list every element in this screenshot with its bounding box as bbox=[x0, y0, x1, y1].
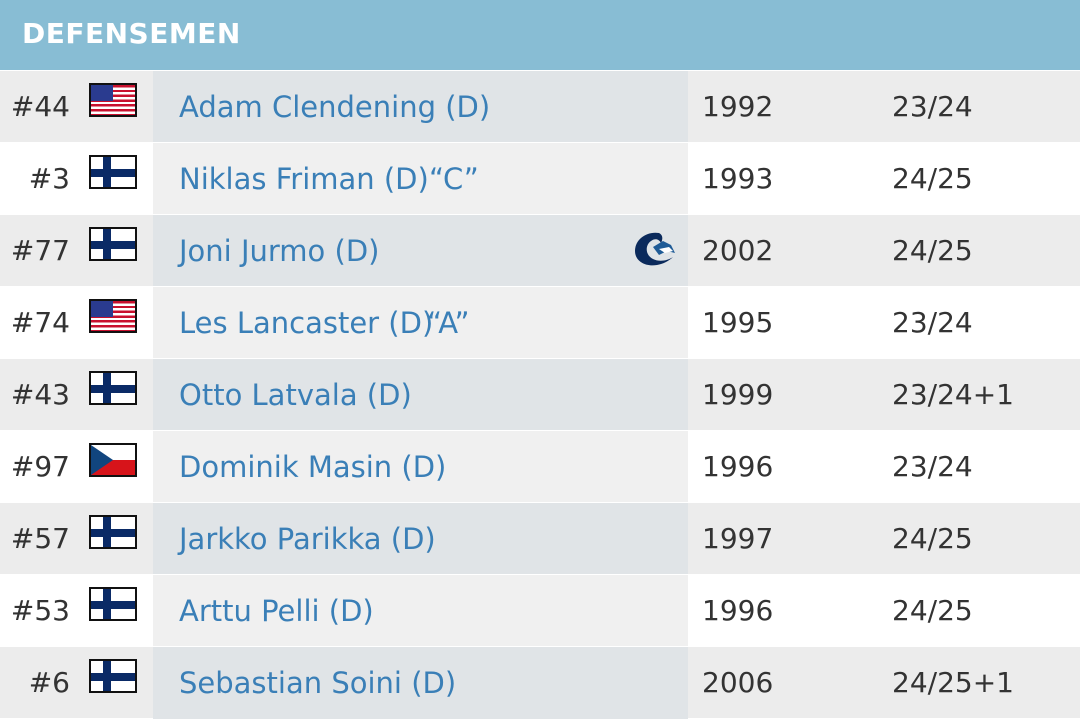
fin-flag-icon bbox=[89, 659, 137, 693]
contract-length: 23/24 bbox=[892, 90, 973, 123]
player-name-link[interactable]: Jarkko Parikka (D) bbox=[179, 522, 436, 556]
table-row: #97 Dominik Masin (D) 1996 23/24 bbox=[0, 430, 1080, 503]
player-number: #74 bbox=[10, 306, 70, 339]
player-number: #57 bbox=[10, 522, 70, 555]
country-flag-fin bbox=[89, 143, 137, 215]
fin-flag-icon bbox=[89, 155, 137, 189]
player-number: #43 bbox=[10, 378, 70, 411]
birth-year: 1992 bbox=[702, 90, 774, 123]
name-cell: Arttu Pelli (D) bbox=[153, 575, 688, 647]
country-flag-fin bbox=[89, 647, 137, 719]
table-row: #3 Niklas Friman (D) “C” 1993 24/25 bbox=[0, 142, 1080, 215]
birth-year: 2002 bbox=[702, 234, 774, 267]
country-flag-usa bbox=[89, 71, 137, 143]
player-name-link[interactable]: Les Lancaster (D) bbox=[179, 306, 434, 340]
cze-flag-icon bbox=[89, 443, 137, 477]
birth-year: 1993 bbox=[702, 162, 774, 195]
table-row: #77 Joni Jurmo (D) 2002 24/25 bbox=[0, 214, 1080, 287]
usa-flag-icon bbox=[89, 83, 137, 117]
player-name-link[interactable]: Arttu Pelli (D) bbox=[179, 594, 374, 628]
name-cell: Joni Jurmo (D) bbox=[153, 215, 688, 287]
fin-flag-icon bbox=[89, 587, 137, 621]
player-number: #6 bbox=[28, 666, 70, 699]
table-row: #74 Les Lancaster (D) “A” 1995 23/24 bbox=[0, 286, 1080, 359]
country-flag-fin bbox=[89, 359, 137, 431]
table-row: #6 Sebastian Soini (D) 2006 24/25+1 bbox=[0, 646, 1080, 719]
name-cell: Les Lancaster (D) “A” bbox=[153, 287, 688, 359]
birth-year: 2006 bbox=[702, 666, 774, 699]
player-number: #44 bbox=[10, 90, 70, 123]
country-flag-cze bbox=[89, 431, 137, 503]
contract-length: 23/24 bbox=[892, 450, 973, 483]
player-name-link[interactable]: Joni Jurmo (D) bbox=[179, 234, 380, 268]
name-cell: Sebastian Soini (D) bbox=[153, 647, 688, 719]
usa-flag-icon bbox=[89, 299, 137, 333]
table-row: #44 Adam Clendening (D) 1992 23/24 bbox=[0, 70, 1080, 143]
birth-year: 1996 bbox=[702, 594, 774, 627]
fin-flag-icon bbox=[89, 227, 137, 261]
contract-length: 23/24+1 bbox=[892, 378, 1014, 411]
birth-year: 1995 bbox=[702, 306, 774, 339]
fin-flag-icon bbox=[89, 371, 137, 405]
country-flag-fin bbox=[89, 575, 137, 647]
name-cell: Niklas Friman (D) “C” bbox=[153, 143, 688, 215]
player-name-link[interactable]: Sebastian Soini (D) bbox=[179, 666, 457, 700]
alternate-captain-mark: “A” bbox=[427, 306, 470, 340]
captain-mark: “C” bbox=[429, 162, 479, 196]
player-number: #77 bbox=[10, 234, 70, 267]
birth-year: 1999 bbox=[702, 378, 774, 411]
player-number: #3 bbox=[28, 162, 70, 195]
player-table: #44 Adam Clendening (D) 1992 23/24 #3 Ni… bbox=[0, 70, 1080, 719]
player-name-link[interactable]: Adam Clendening (D) bbox=[179, 90, 491, 124]
contract-length: 24/25 bbox=[892, 234, 973, 267]
table-row: #53 Arttu Pelli (D) 1996 24/25 bbox=[0, 574, 1080, 647]
player-name-link[interactable]: Niklas Friman (D) bbox=[179, 162, 429, 196]
birth-year: 1996 bbox=[702, 450, 774, 483]
contract-length: 24/25 bbox=[892, 522, 973, 555]
fin-flag-icon bbox=[89, 515, 137, 549]
name-cell: Jarkko Parikka (D) bbox=[153, 503, 688, 575]
country-flag-fin bbox=[89, 503, 137, 575]
contract-length: 23/24 bbox=[892, 306, 973, 339]
section-header: DEFENSEMEN bbox=[0, 0, 1080, 70]
contract-length: 24/25 bbox=[892, 162, 973, 195]
name-cell: Dominik Masin (D) bbox=[153, 431, 688, 503]
country-flag-fin bbox=[89, 215, 137, 287]
table-row: #57 Jarkko Parikka (D) 1997 24/25 bbox=[0, 502, 1080, 575]
player-name-link[interactable]: Otto Latvala (D) bbox=[179, 378, 412, 412]
name-cell: Adam Clendening (D) bbox=[153, 71, 688, 143]
table-row: #43 Otto Latvala (D) 1999 23/24+1 bbox=[0, 358, 1080, 431]
section-title: DEFENSEMEN bbox=[22, 17, 241, 50]
contract-length: 24/25 bbox=[892, 594, 973, 627]
country-flag-usa bbox=[89, 287, 137, 359]
player-name-link[interactable]: Dominik Masin (D) bbox=[179, 450, 447, 484]
birth-year: 1997 bbox=[702, 522, 774, 555]
vancouver-canucks-logo-icon bbox=[629, 227, 677, 271]
player-number: #97 bbox=[10, 450, 70, 483]
name-cell: Otto Latvala (D) bbox=[153, 359, 688, 431]
contract-length: 24/25+1 bbox=[892, 666, 1014, 699]
player-number: #53 bbox=[10, 594, 70, 627]
